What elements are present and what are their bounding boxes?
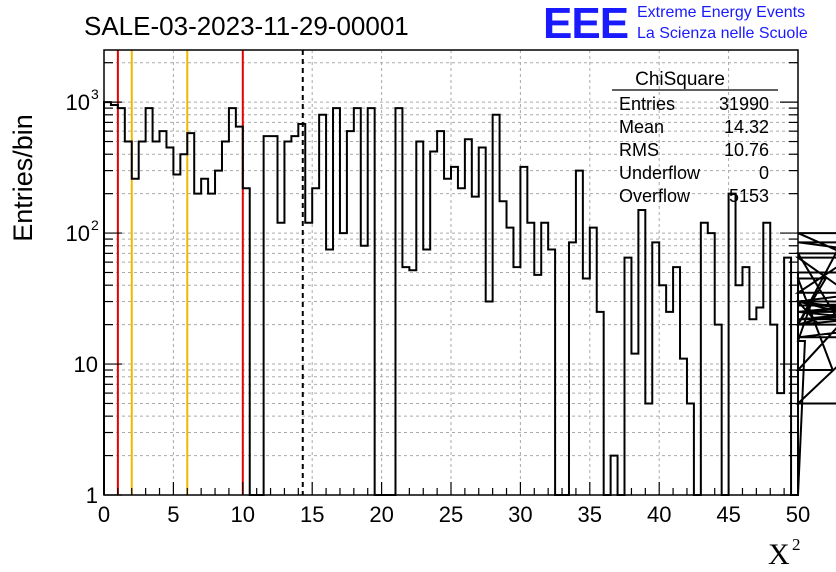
statistics-box: ChiSquare Entries 31990 Mean 14.32 RMS 10.76 U… (612, 69, 778, 206)
stats-label: Entries (619, 94, 675, 114)
x-tick-labels: 0 5 10 15 20 25 30 35 40 45 50 (98, 502, 810, 527)
x-tick-label: 25 (439, 502, 463, 527)
x-tick-label: 10 (231, 502, 255, 527)
stats-value: 14.32 (724, 117, 769, 137)
x-tick-label: 45 (716, 502, 740, 527)
y-tick-exponent: 3 (91, 86, 99, 102)
x-axis-label-superscript: 2 (792, 535, 801, 554)
y-tick-label: 10 (74, 352, 98, 377)
x-tick-label: 50 (786, 502, 810, 527)
histogram-outline (103, 101, 836, 496)
axis-ticks (103, 62, 799, 496)
y-tick-exponent: 2 (91, 217, 99, 233)
stats-label: RMS (619, 140, 659, 160)
logo-subtitle-2: La Scienza nelle Scuole (637, 25, 808, 42)
x-tick-label: 15 (300, 502, 324, 527)
x-axis-label: X (768, 538, 790, 571)
x-tick-label: 30 (508, 502, 532, 527)
stats-value: 10.76 (724, 140, 769, 160)
x-tick-label: 0 (98, 502, 110, 527)
stats-value: 5153 (729, 186, 769, 206)
stats-label: Underflow (619, 163, 701, 183)
x-tick-label: 20 (369, 502, 393, 527)
chart-title: SALE-03-2023-11-29-00001 (84, 11, 409, 41)
stats-label: Mean (619, 117, 664, 137)
eee-logo: EEE (543, 0, 629, 48)
stats-value: 31990 (719, 94, 769, 114)
stats-title: ChiSquare (635, 69, 725, 90)
stats-value: 0 (759, 163, 769, 183)
y-axis-label: Entries/bin (8, 114, 38, 242)
x-tick-label: 5 (167, 502, 179, 527)
y-tick-label: 10 (66, 221, 90, 246)
x-tick-label: 35 (578, 502, 602, 527)
x-tick-label: 40 (647, 502, 671, 527)
y-tick-label: 10 (66, 90, 90, 115)
y-tick-label: 1 (86, 483, 98, 508)
stats-label: Overflow (619, 186, 691, 206)
logo-subtitle-1: Extreme Energy Events (637, 4, 806, 21)
stats-rows: Entries 31990 Mean 14.32 RMS 10.76 Underflow 0 O… (619, 94, 769, 206)
